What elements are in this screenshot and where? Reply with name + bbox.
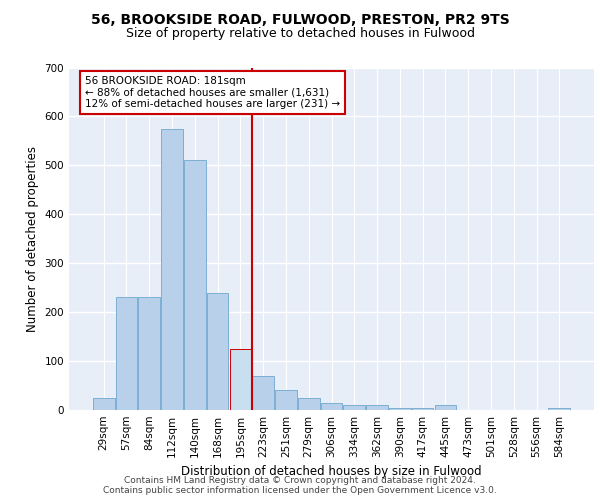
Text: Size of property relative to detached houses in Fulwood: Size of property relative to detached ho…: [125, 28, 475, 40]
Bar: [184, 160, 206, 410]
Bar: [389, 408, 410, 410]
Bar: [139, 298, 160, 410]
Bar: [275, 390, 297, 410]
Bar: [548, 408, 570, 410]
Bar: [207, 292, 229, 410]
Bar: [230, 349, 251, 410]
Text: Contains HM Land Registry data © Crown copyright and database right 2024.: Contains HM Land Registry data © Crown c…: [124, 476, 476, 485]
Text: 56, BROOKSIDE ROAD, FULWOOD, PRESTON, PR2 9TS: 56, BROOKSIDE ROAD, FULWOOD, PRESTON, PR…: [91, 12, 509, 26]
Bar: [434, 405, 456, 410]
Bar: [93, 398, 115, 410]
Bar: [366, 405, 388, 410]
Bar: [320, 402, 343, 410]
Text: Contains public sector information licensed under the Open Government Licence v3: Contains public sector information licen…: [103, 486, 497, 495]
Bar: [412, 408, 433, 410]
Bar: [253, 376, 274, 410]
Bar: [343, 405, 365, 410]
Bar: [298, 398, 320, 410]
X-axis label: Distribution of detached houses by size in Fulwood: Distribution of detached houses by size …: [181, 466, 482, 478]
Y-axis label: Number of detached properties: Number of detached properties: [26, 146, 39, 332]
Text: 56 BROOKSIDE ROAD: 181sqm
← 88% of detached houses are smaller (1,631)
12% of se: 56 BROOKSIDE ROAD: 181sqm ← 88% of detac…: [85, 76, 340, 110]
Bar: [161, 128, 183, 410]
Bar: [116, 298, 137, 410]
